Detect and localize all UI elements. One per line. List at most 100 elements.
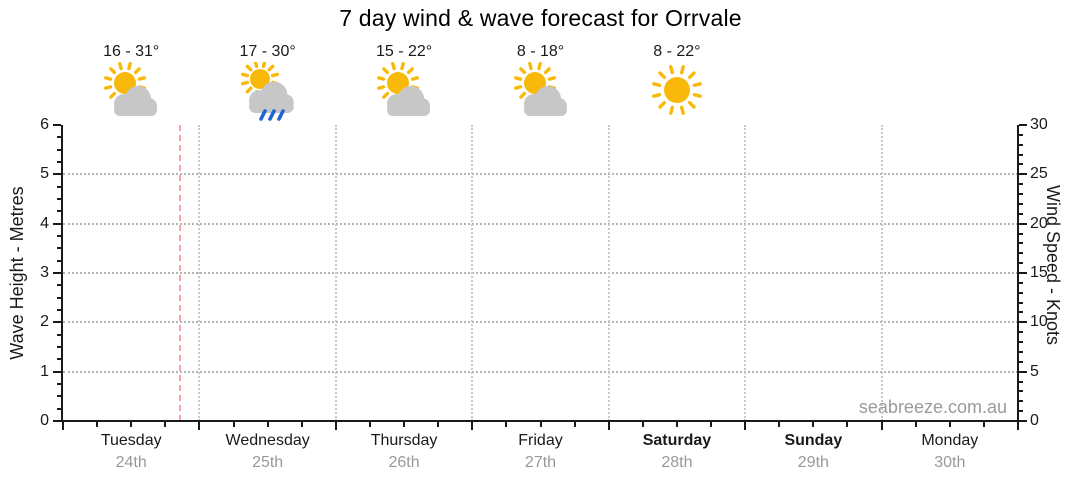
- time-axis-tick: [266, 422, 269, 427]
- day-temp-range: 17 - 30°: [239, 43, 296, 60]
- wind-axis-tick: [1019, 252, 1023, 255]
- wind-axis-tick: [1019, 272, 1027, 274]
- day-temp-range: 15 - 22°: [375, 43, 433, 60]
- time-axis-tick: [710, 422, 713, 427]
- wind-axis-tick: [1019, 163, 1023, 166]
- wind-axis-tick: [1019, 420, 1027, 422]
- wave-axis-tick: [57, 198, 61, 200]
- day-icon-holder: [236, 59, 300, 122]
- wave-axis-tick: [53, 124, 61, 126]
- wind-axis-tick-label: 30: [1030, 116, 1048, 133]
- time-axis-tick: [573, 422, 576, 427]
- time-axis-tick: [948, 422, 951, 427]
- wave-axis-tick: [57, 148, 61, 151]
- wave-axis-tick-label: 6: [40, 116, 49, 133]
- wind-axis-tick: [1019, 341, 1023, 344]
- wind-axis-tick: [1019, 153, 1023, 156]
- wave-axis-tick: [57, 161, 61, 163]
- wave-axis-tick: [57, 185, 61, 188]
- wave-axis-tick: [57, 383, 61, 385]
- time-axis-tick: [641, 422, 644, 427]
- gridline-vertical: [334, 125, 337, 421]
- wave-axis-tick: [57, 296, 61, 299]
- wind-axis-tick: [1019, 301, 1023, 304]
- gridline-horizontal: [63, 370, 1018, 373]
- wind-axis-tick: [1019, 360, 1023, 363]
- time-axis-tick: [1017, 422, 1019, 430]
- wave-axis-tick-label: 1: [40, 362, 49, 380]
- x-axis-day-name: Tuesday: [100, 432, 162, 449]
- day-icon-holder: [372, 62, 436, 122]
- wind-axis-tick: [1019, 370, 1027, 373]
- wind-axis-tick: [1019, 281, 1023, 284]
- wind-axis-tick-label: 15: [1030, 264, 1048, 281]
- wave-axis-tick: [57, 407, 61, 410]
- day-icon-holder: [99, 62, 163, 122]
- gridline-vertical: [471, 125, 474, 421]
- day-temp-range: 16 - 31°: [103, 43, 160, 60]
- gridline-horizontal: [63, 321, 1018, 324]
- chart-title: 7 day wind & wave forecast for Orrvale: [339, 5, 742, 31]
- sunny-icon: [652, 65, 702, 115]
- left-axis-line: [61, 125, 63, 422]
- time-axis-tick: [96, 422, 99, 427]
- time-axis-tick: [505, 422, 508, 427]
- wind-axis-tick: [1019, 202, 1023, 205]
- watermark: seabreeze.com.au: [858, 397, 1007, 417]
- time-axis-tick: [232, 422, 235, 427]
- time-axis-tick: [403, 422, 406, 427]
- x-axis-day-date: 28th: [661, 454, 693, 471]
- wind-axis-tick: [1019, 173, 1027, 176]
- wave-axis-tick: [57, 136, 61, 139]
- wind-axis-tick: [1019, 350, 1023, 353]
- bottom-axis-line: [61, 420, 1019, 422]
- x-axis-day-date: 24th: [115, 454, 147, 471]
- time-axis-tick: [539, 422, 542, 427]
- x-axis-day-name: Thursday: [370, 432, 438, 449]
- wave-axis-tick: [57, 247, 61, 250]
- time-axis-tick: [607, 422, 610, 430]
- time-axis-tick: [164, 422, 167, 427]
- time-axis-tick: [471, 422, 474, 430]
- x-axis-day-name: Sunday: [784, 432, 843, 449]
- now-marker-line: [179, 125, 182, 421]
- wind-axis-tick: [1019, 124, 1027, 126]
- gridline-vertical: [880, 125, 883, 421]
- time-axis-tick: [778, 422, 781, 427]
- time-axis-tick: [744, 422, 747, 430]
- partly-cloudy-icon: [104, 62, 158, 116]
- wave-axis-tick-label: 3: [40, 264, 49, 281]
- x-axis-day-name: Monday: [921, 432, 979, 449]
- wind-axis-tick: [1019, 193, 1023, 196]
- wind-axis-tick: [1019, 262, 1023, 265]
- wind-axis-tick: [1019, 321, 1027, 324]
- x-axis-day-name: Saturday: [642, 432, 712, 449]
- partly-cloudy-icon: [513, 62, 567, 116]
- time-axis-tick: [198, 422, 201, 430]
- x-axis-day-date: 30th: [934, 454, 966, 471]
- x-axis-day-date: 26th: [388, 454, 420, 471]
- wave-axis-tick: [57, 259, 61, 262]
- wave-axis-tick: [57, 333, 61, 336]
- gridline-vertical: [198, 125, 201, 421]
- wave-axis-tick: [57, 395, 61, 398]
- day-temp-range: 8 - 18°: [516, 43, 565, 60]
- gridline-vertical: [607, 125, 610, 421]
- wind-axis-tick: [1019, 291, 1023, 294]
- wave-axis-tick: [53, 222, 61, 225]
- wind-axis-tick-label: 0: [1030, 412, 1039, 429]
- wind-axis-tick: [1019, 232, 1023, 235]
- wind-axis-tick: [1019, 143, 1023, 146]
- time-axis-tick: [300, 422, 303, 427]
- wave-axis-tick: [57, 346, 61, 348]
- wind-axis-tick: [1019, 222, 1027, 225]
- wind-axis-tick: [1019, 311, 1023, 314]
- wind-axis-tick-label: 25: [1030, 165, 1048, 183]
- x-axis-day-date: 27th: [524, 454, 557, 471]
- partly-cloudy-rain-icon: [240, 59, 294, 121]
- wave-axis-tick: [57, 358, 61, 361]
- time-axis-tick: [368, 422, 371, 427]
- gridline-horizontal: [63, 222, 1018, 225]
- x-axis-day-name: Friday: [518, 432, 563, 449]
- day-temp-range: 8 - 22°: [653, 43, 701, 60]
